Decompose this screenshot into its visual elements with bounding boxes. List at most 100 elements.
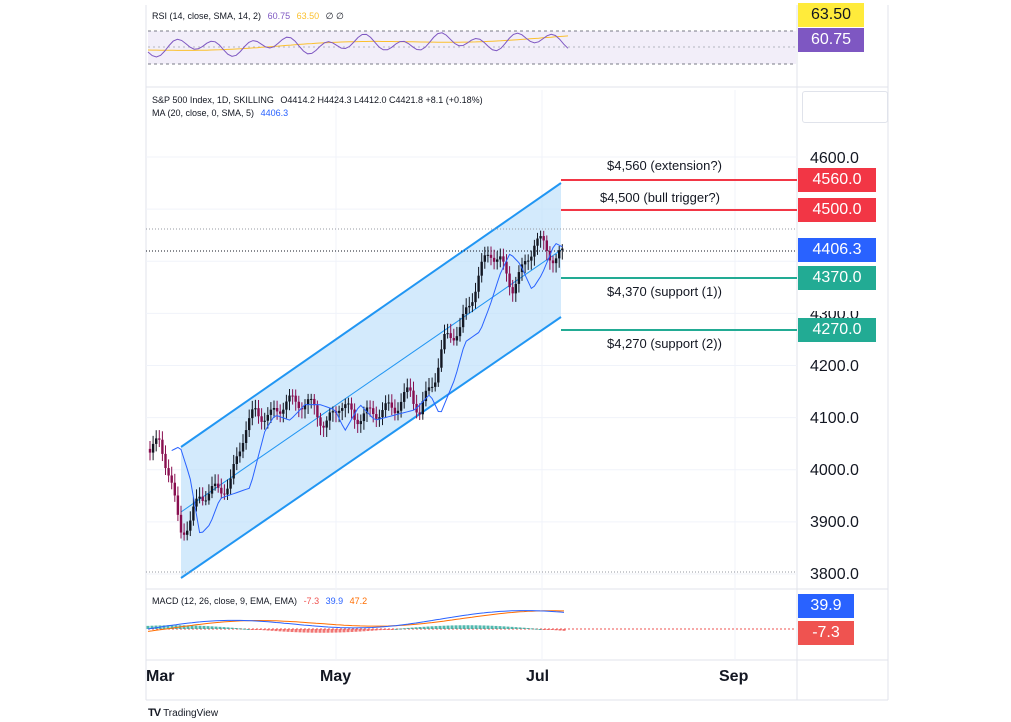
candle-body bbox=[148, 448, 152, 453]
macd-histogram-bar bbox=[498, 626, 502, 629]
candle-body bbox=[437, 367, 440, 383]
candle-body bbox=[455, 336, 459, 341]
candle-body bbox=[362, 413, 366, 422]
macd-legend: MACD (12, 26, close, 9, EMA, EMA) -7.3 3… bbox=[152, 596, 367, 606]
macd-histogram-bar bbox=[446, 625, 450, 629]
candle-body bbox=[173, 482, 176, 496]
legend-box[interactable] bbox=[802, 91, 888, 123]
candle-body bbox=[158, 438, 161, 440]
y-tick: 4600.0 bbox=[810, 150, 859, 167]
macd-histogram-bar bbox=[262, 629, 266, 631]
candle-body bbox=[381, 410, 384, 418]
candle-body bbox=[539, 236, 542, 239]
candle-body bbox=[207, 493, 211, 501]
macd-hist-badge: -7.3 bbox=[798, 621, 854, 645]
macd-histogram-bar bbox=[530, 628, 534, 630]
level-badge-4500: 4500.0 bbox=[798, 198, 876, 222]
macd-histogram-bar bbox=[258, 629, 262, 630]
candle-body bbox=[375, 414, 378, 419]
candle-body bbox=[220, 487, 223, 494]
candle-body bbox=[192, 506, 195, 521]
candle-body bbox=[204, 500, 207, 502]
candle-body bbox=[483, 255, 486, 262]
level-label-4370: $4,370 (support (1)) bbox=[607, 284, 722, 299]
macd-histogram-bar bbox=[274, 629, 278, 632]
candle-body bbox=[325, 420, 328, 428]
candle-body bbox=[461, 313, 465, 328]
candle-body bbox=[176, 495, 180, 515]
macd-histogram-bar bbox=[522, 627, 526, 629]
macd-histogram-bar bbox=[430, 626, 434, 629]
tradingview-brand[interactable]: TV TradingView bbox=[148, 707, 218, 719]
macd-histogram-bar bbox=[542, 629, 546, 630]
candle-body bbox=[359, 421, 362, 425]
macd-histogram-bar bbox=[238, 628, 242, 630]
macd-histogram-bar bbox=[562, 629, 566, 631]
rsi-legend: RSI (14, close, SMA, 14, 2) 60.75 63.50 … bbox=[152, 11, 344, 22]
candle-body bbox=[492, 257, 496, 262]
candle-body bbox=[502, 256, 505, 262]
candle-body bbox=[406, 387, 409, 393]
candle-body bbox=[399, 401, 403, 411]
tradingview-logo-icon: TV bbox=[148, 707, 161, 719]
macd-histogram-bar bbox=[390, 629, 394, 630]
macd-histogram-bar bbox=[246, 628, 250, 630]
level-badge-4560: 4560.0 bbox=[798, 168, 876, 192]
macd-hist-value: -7.3 bbox=[303, 596, 320, 606]
macd-histogram-bar bbox=[210, 626, 214, 629]
candle-body bbox=[496, 259, 499, 262]
candle-body bbox=[337, 410, 341, 413]
macd-histogram-bar bbox=[410, 627, 414, 629]
candle-body bbox=[536, 238, 539, 246]
candle-body bbox=[213, 483, 217, 487]
y-tick: 3900.0 bbox=[810, 514, 859, 531]
macd-histogram-bar bbox=[214, 626, 218, 629]
ma-legend-title: MA (20, close, 0, SMA, 5) bbox=[152, 108, 255, 118]
macd-histogram-bar bbox=[370, 629, 374, 631]
rsi-sma-badge: 63.50 bbox=[798, 3, 864, 27]
candle-body bbox=[310, 398, 313, 400]
macd-histogram-bar bbox=[278, 629, 282, 632]
candle-body bbox=[365, 407, 369, 414]
level-label-4560: $4,560 (extension?) bbox=[607, 158, 722, 173]
macd-histogram-bar bbox=[206, 626, 210, 629]
macd-histogram-bar bbox=[354, 629, 358, 632]
macd-histogram-bar bbox=[550, 629, 554, 630]
macd-histogram-bar bbox=[266, 629, 270, 631]
candle-body bbox=[179, 514, 183, 533]
macd-histogram-bar bbox=[470, 625, 474, 629]
candle-body bbox=[505, 261, 508, 274]
macd-histogram-bar bbox=[458, 625, 462, 629]
macd-histogram-bar bbox=[166, 625, 170, 629]
macd-histogram-bar bbox=[346, 629, 350, 633]
candle-body bbox=[449, 333, 452, 339]
candle-body bbox=[474, 291, 477, 303]
candle-body bbox=[396, 410, 400, 414]
macd-line bbox=[147, 610, 565, 630]
macd-histogram-bar bbox=[314, 629, 318, 633]
macd-histogram-bar bbox=[362, 629, 366, 632]
macd-histogram-bar bbox=[218, 626, 222, 629]
macd-histogram-bar bbox=[422, 626, 426, 629]
macd-histogram-bar bbox=[366, 629, 370, 632]
candle-body bbox=[306, 399, 310, 405]
macd-histogram-bar bbox=[286, 629, 290, 632]
channel-upper-line bbox=[180, 182, 562, 448]
macd-histogram-bar bbox=[558, 629, 562, 631]
macd-histogram-bar bbox=[198, 625, 202, 629]
candle-body bbox=[545, 240, 548, 251]
candle-body bbox=[303, 404, 307, 410]
macd-histogram-bar bbox=[358, 629, 362, 632]
candle-body bbox=[440, 349, 443, 368]
macd-histogram-bar bbox=[226, 627, 230, 629]
candle-body bbox=[300, 408, 304, 410]
time-label-sep: Sep bbox=[719, 668, 749, 685]
macd-histogram-bar bbox=[402, 628, 406, 630]
macd-histogram-bar bbox=[306, 629, 310, 633]
candle-body bbox=[294, 395, 297, 402]
candle-body bbox=[409, 387, 412, 391]
candle-body bbox=[167, 468, 170, 476]
y-tick: 3800.0 bbox=[810, 566, 859, 583]
price-badge: 4406.3 bbox=[798, 238, 876, 262]
